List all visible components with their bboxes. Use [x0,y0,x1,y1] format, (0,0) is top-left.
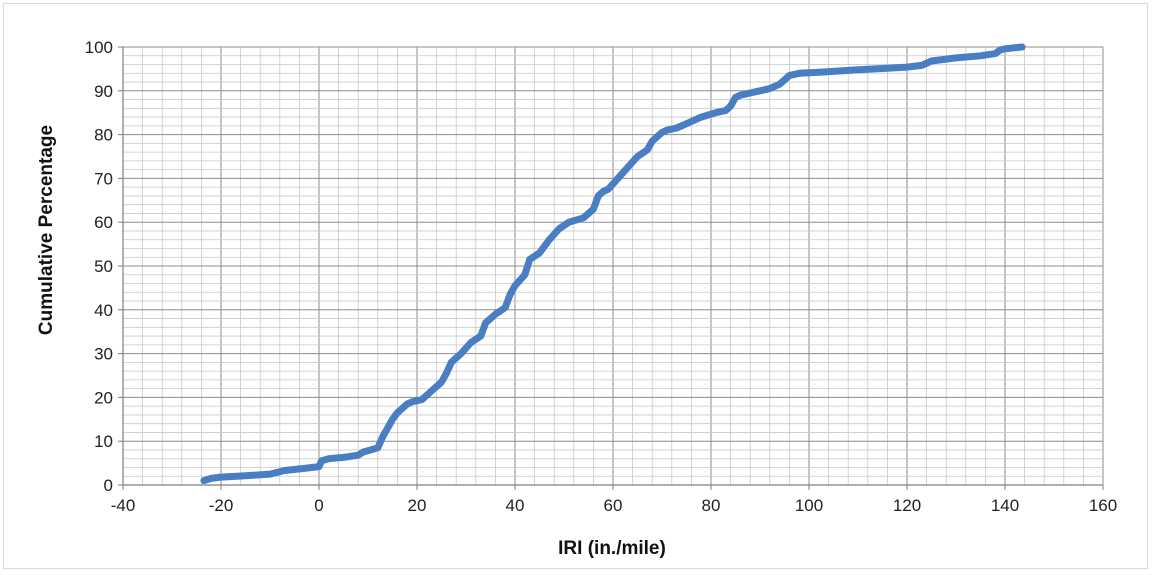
x-tick-label: 140 [991,496,1019,515]
y-tick-labels: 0 10 20 30 40 50 60 70 80 90 100 [85,38,123,495]
y-tick-label: 70 [94,169,113,188]
x-tick-label: 20 [408,496,427,515]
x-tick-label: 100 [795,496,823,515]
y-tick-label: 30 [94,345,113,364]
y-tick-label: 0 [104,476,113,495]
grid [122,46,1104,486]
y-tick-label: 20 [94,388,113,407]
x-tick-label: 120 [893,496,921,515]
x-tick-label: -20 [209,496,234,515]
y-tick-label: 90 [94,82,113,101]
x-tick-label: 160 [1089,496,1117,515]
y-tick-label: 10 [94,432,113,451]
y-tick-label: 50 [94,257,113,276]
x-axis-title: IRI (in./mile) [558,538,666,559]
x-tick-labels: -40 -20 0 20 40 60 80 100 120 140 160 [111,485,1117,515]
x-tick-label: -40 [111,496,136,515]
x-tick-label: 60 [604,496,623,515]
y-tick-label: 80 [94,126,113,145]
cumulative-curve [200,43,1026,485]
x-tick-label: 0 [314,496,323,515]
x-tick-label: 40 [506,496,525,515]
y-tick-label: 100 [85,38,113,57]
x-tick-label: 80 [702,496,721,515]
chart-frame [3,3,1148,569]
y-tick-label: 60 [94,213,113,232]
y-tick-label: 40 [94,301,113,320]
series-layer [200,43,1026,485]
y-axis-title: Cumulative Percentage [36,125,57,335]
